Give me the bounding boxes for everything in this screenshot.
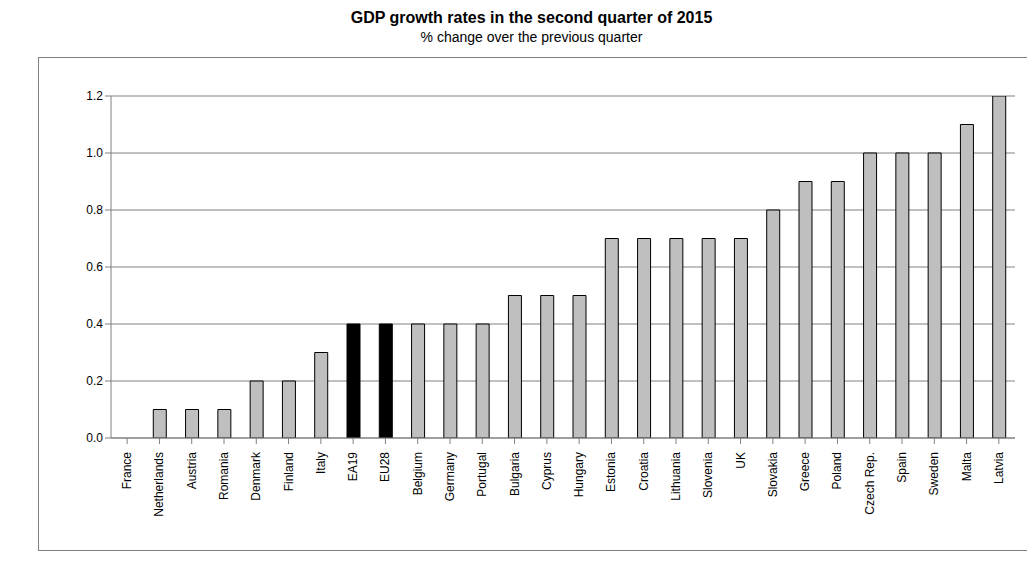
svg-text:Croatia: Croatia [637,452,651,491]
svg-text:Latvia: Latvia [992,452,1006,484]
svg-text:0.2: 0.2 [86,374,103,388]
svg-text:France: France [120,452,134,490]
svg-text:Czech Rep.: Czech Rep. [863,452,877,515]
svg-text:EA19: EA19 [346,452,360,482]
svg-text:EU28: EU28 [378,452,392,482]
svg-text:Slovakia: Slovakia [766,452,780,498]
svg-text:0.0: 0.0 [86,431,103,445]
svg-text:Lithuania: Lithuania [669,452,683,501]
svg-text:Italy: Italy [314,452,328,474]
svg-text:UK: UK [734,452,748,469]
svg-text:Romania: Romania [217,452,231,500]
svg-text:Sweden: Sweden [927,452,941,495]
svg-text:Belgium: Belgium [411,452,425,495]
svg-text:Bulgaria: Bulgaria [508,452,522,496]
svg-text:Portugal: Portugal [475,452,489,497]
svg-text:0.6: 0.6 [86,260,103,274]
svg-text:Finland: Finland [282,452,296,491]
svg-text:Netherlands: Netherlands [152,452,166,517]
svg-text:Estonia: Estonia [604,452,618,492]
svg-text:Austria: Austria [185,452,199,490]
svg-text:Hungary: Hungary [572,452,586,497]
svg-text:Malta: Malta [960,452,974,482]
html-text:% change over the previous qua: % change over the previous quarter [420,29,643,45]
svg-text:Denmark: Denmark [249,451,263,501]
html-text:GDP growth rates in the second: GDP growth rates in the second quarter o… [350,9,713,26]
svg-text:Slovenia: Slovenia [701,452,715,498]
svg-text:Spain: Spain [895,452,909,483]
svg-text:0.4: 0.4 [86,317,103,331]
svg-text:Greece: Greece [798,452,812,492]
svg-text:Poland: Poland [830,452,844,489]
svg-text:1.2: 1.2 [86,89,103,103]
svg-text:1.0: 1.0 [86,146,103,160]
svg-text:0.8: 0.8 [86,203,103,217]
svg-text:Cyprus: Cyprus [540,452,554,490]
svg-text:Germany: Germany [443,452,457,501]
